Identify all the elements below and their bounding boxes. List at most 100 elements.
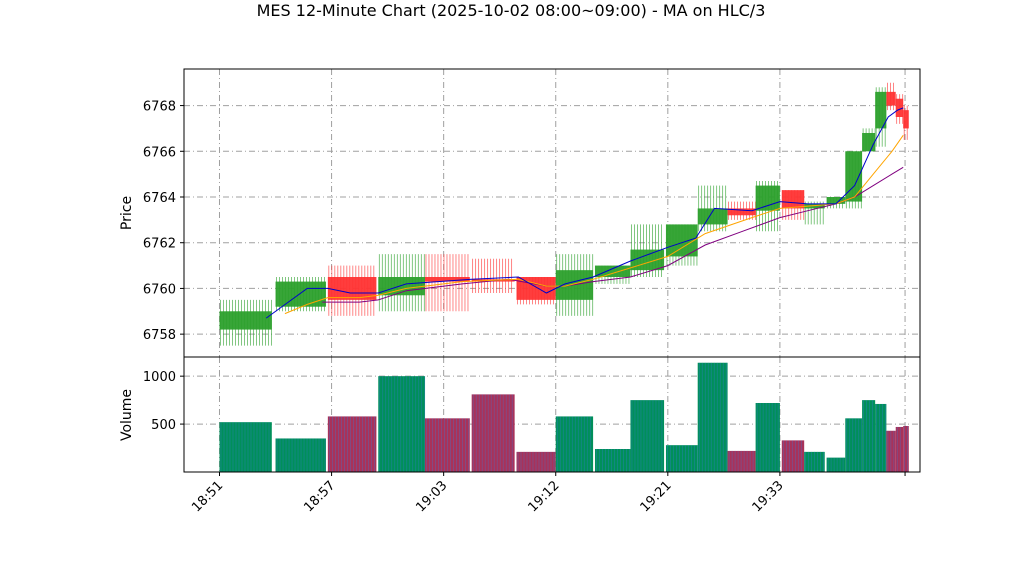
- volume-bar: [895, 426, 904, 472]
- volume-bar: [886, 430, 896, 472]
- volume-bar-body: [665, 445, 698, 472]
- volume-bar: [781, 440, 805, 472]
- price-axis-label: Price: [119, 196, 135, 230]
- price-tick-label: 6764: [143, 191, 176, 206]
- candle: [903, 105, 909, 140]
- volume-bar: [665, 445, 698, 472]
- volume-tick-label: 500: [151, 418, 176, 433]
- volume-bar-body: [219, 422, 272, 472]
- candle-body: [875, 91, 887, 129]
- x-tick-label: 19:21: [638, 478, 675, 515]
- candle: [424, 254, 470, 312]
- volume-bar: [378, 376, 426, 472]
- volume-bar: [594, 449, 631, 472]
- volume-bar: [862, 400, 876, 472]
- volume-axis-label: Volume: [119, 389, 135, 441]
- candle: [471, 258, 515, 293]
- volume-panel: 500 1000 Volume: [119, 356, 921, 473]
- volume-bar: [845, 418, 863, 472]
- x-tick-label: 18:57: [301, 478, 338, 515]
- volume-bar-body: [727, 450, 756, 472]
- volume-plot-frame: [183, 356, 921, 473]
- volume-bar-body: [826, 457, 846, 472]
- candle-body: [755, 185, 780, 211]
- price-tick-label: 6766: [143, 145, 176, 160]
- candle-body: [826, 197, 846, 204]
- price-tick-label: 6762: [143, 237, 176, 252]
- candle-body: [845, 151, 863, 202]
- candle: [875, 87, 887, 147]
- candle-body: [697, 208, 728, 225]
- x-tick-label: 19:33: [750, 478, 787, 515]
- candle-body: [895, 98, 904, 117]
- candle: [755, 181, 780, 232]
- volume-bar-body: [845, 418, 863, 472]
- volume-bar: [516, 451, 556, 472]
- x-tick-label: 19:03: [413, 478, 450, 515]
- candle-body: [630, 249, 665, 271]
- candle-body: [886, 91, 896, 106]
- price-tick-label: 6760: [143, 282, 176, 297]
- volume-bar: [471, 394, 515, 472]
- x-tick-label: 19:12: [525, 478, 562, 515]
- candle-body: [727, 208, 756, 216]
- price-plot-frame: [183, 68, 921, 358]
- volume-bar: [327, 416, 377, 472]
- price-panel: 6758 6760 6762 6764 6766 6768 Price: [119, 68, 921, 358]
- candle: [219, 299, 272, 346]
- price-tick-label: 6768: [143, 100, 176, 115]
- candle: [665, 224, 698, 266]
- ma-short-line: [265, 107, 904, 319]
- candle: [845, 151, 863, 209]
- volume-bar: [903, 426, 909, 472]
- volume-bar-body: [755, 403, 780, 472]
- volume-bar-body: [471, 394, 515, 472]
- candle: [516, 277, 556, 305]
- volume-bar-body: [594, 449, 631, 472]
- volume-bar: [875, 403, 887, 472]
- candle-body: [327, 277, 377, 300]
- x-tick-label: 18:51: [189, 478, 226, 515]
- candle-body: [424, 277, 470, 282]
- volume-bar: [424, 418, 470, 472]
- volume-bar: [275, 438, 326, 472]
- volume-tick-label: 1000: [143, 370, 176, 385]
- volume-bar-body: [781, 440, 805, 472]
- volume-bar: [826, 457, 846, 472]
- candle: [862, 128, 876, 152]
- candle-body: [903, 110, 909, 129]
- chart-title: MES 12-Minute Chart (2025-10-02 08:00~09…: [257, 1, 766, 20]
- volume-bar-body: [555, 416, 594, 472]
- candle: [697, 185, 728, 232]
- volume-bar: [555, 416, 594, 472]
- candle-body: [665, 224, 698, 257]
- volume-bar-body: [697, 362, 728, 472]
- volume-bar-body: [862, 400, 876, 472]
- volume-bar-body: [630, 400, 665, 472]
- candle-body: [804, 203, 825, 209]
- candle-body: [781, 190, 805, 209]
- volume-bar: [219, 422, 272, 472]
- candle-body: [378, 277, 425, 296]
- x-axis: 18:51 18:57 19:03 19:12 19:21 19:33: [189, 472, 906, 515]
- volume-bar-body: [378, 376, 425, 472]
- volume-bar-body: [895, 426, 904, 472]
- candle: [327, 265, 377, 316]
- candle: [886, 82, 896, 111]
- candle-body: [275, 281, 326, 307]
- candle: [826, 197, 846, 209]
- volume-bar: [727, 450, 756, 472]
- volume-bar: [755, 403, 780, 472]
- candle-body: [219, 311, 272, 330]
- volume-bar: [697, 362, 728, 472]
- volume-bar-body: [875, 403, 887, 472]
- price-tick-label: 6758: [143, 328, 176, 343]
- candle-body: [862, 133, 876, 152]
- candle: [781, 190, 805, 220]
- volume-bar: [630, 400, 665, 472]
- candle-body: [594, 265, 631, 277]
- volume-bar-body: [903, 426, 909, 472]
- ma-mid-line: [284, 135, 904, 315]
- volume-bar: [804, 451, 825, 472]
